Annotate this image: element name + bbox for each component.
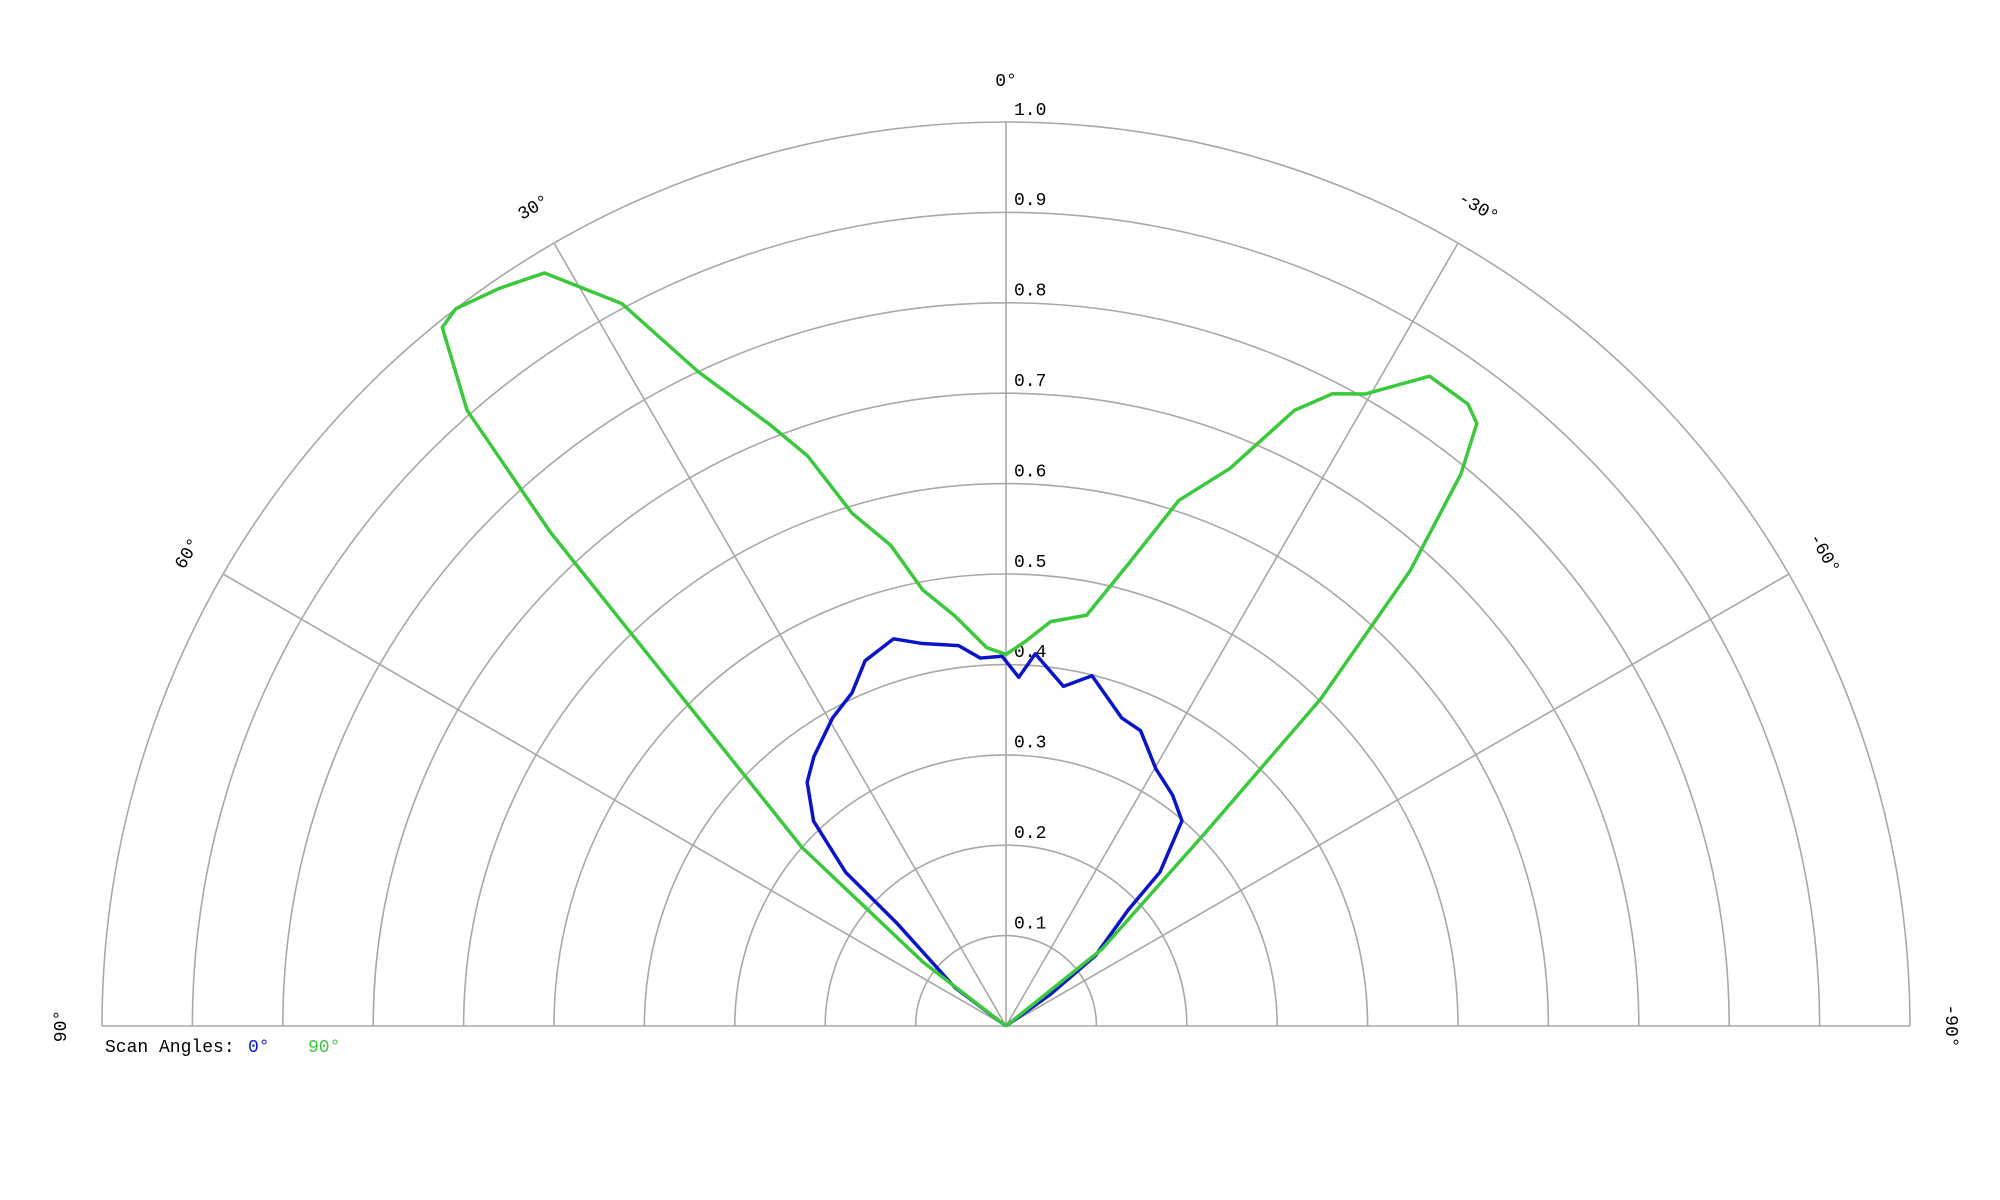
theta-tick-label: 60° xyxy=(172,535,206,573)
series-line xyxy=(805,637,1184,1028)
r-tick-label: 0.8 xyxy=(1014,282,1046,302)
grid-spoke xyxy=(222,573,1007,1027)
r-tick-label: 0.1 xyxy=(1014,914,1046,934)
legend-entry: 90° xyxy=(308,1038,340,1058)
r-tick-label: 0.5 xyxy=(1014,553,1046,573)
grid-spoke xyxy=(553,242,1007,1027)
r-tick-label: 0.2 xyxy=(1014,824,1046,844)
theta-tick-label: 30° xyxy=(515,192,553,226)
r-tick-label: 0.9 xyxy=(1014,191,1046,211)
theta-tick-label: 0° xyxy=(995,72,1017,92)
r-tick-label: 0.3 xyxy=(1014,734,1046,754)
r-tick-label: 0.7 xyxy=(1014,372,1046,392)
r-tick-label: 0.6 xyxy=(1014,462,1046,482)
theta-tick-label: -60° xyxy=(1804,530,1843,577)
legend-title: Scan Angles: xyxy=(105,1038,235,1058)
r-tick-label: 1.0 xyxy=(1014,101,1046,121)
series-line xyxy=(440,271,1479,1028)
theta-tick-label: -90° xyxy=(1940,1004,1960,1047)
grid-spoke xyxy=(1005,242,1459,1027)
legend-entry: 0° xyxy=(248,1038,270,1058)
theta-tick-label: -30° xyxy=(1454,189,1501,228)
theta-tick-label: 90° xyxy=(52,1010,72,1042)
grid-spoke xyxy=(1005,573,1790,1027)
